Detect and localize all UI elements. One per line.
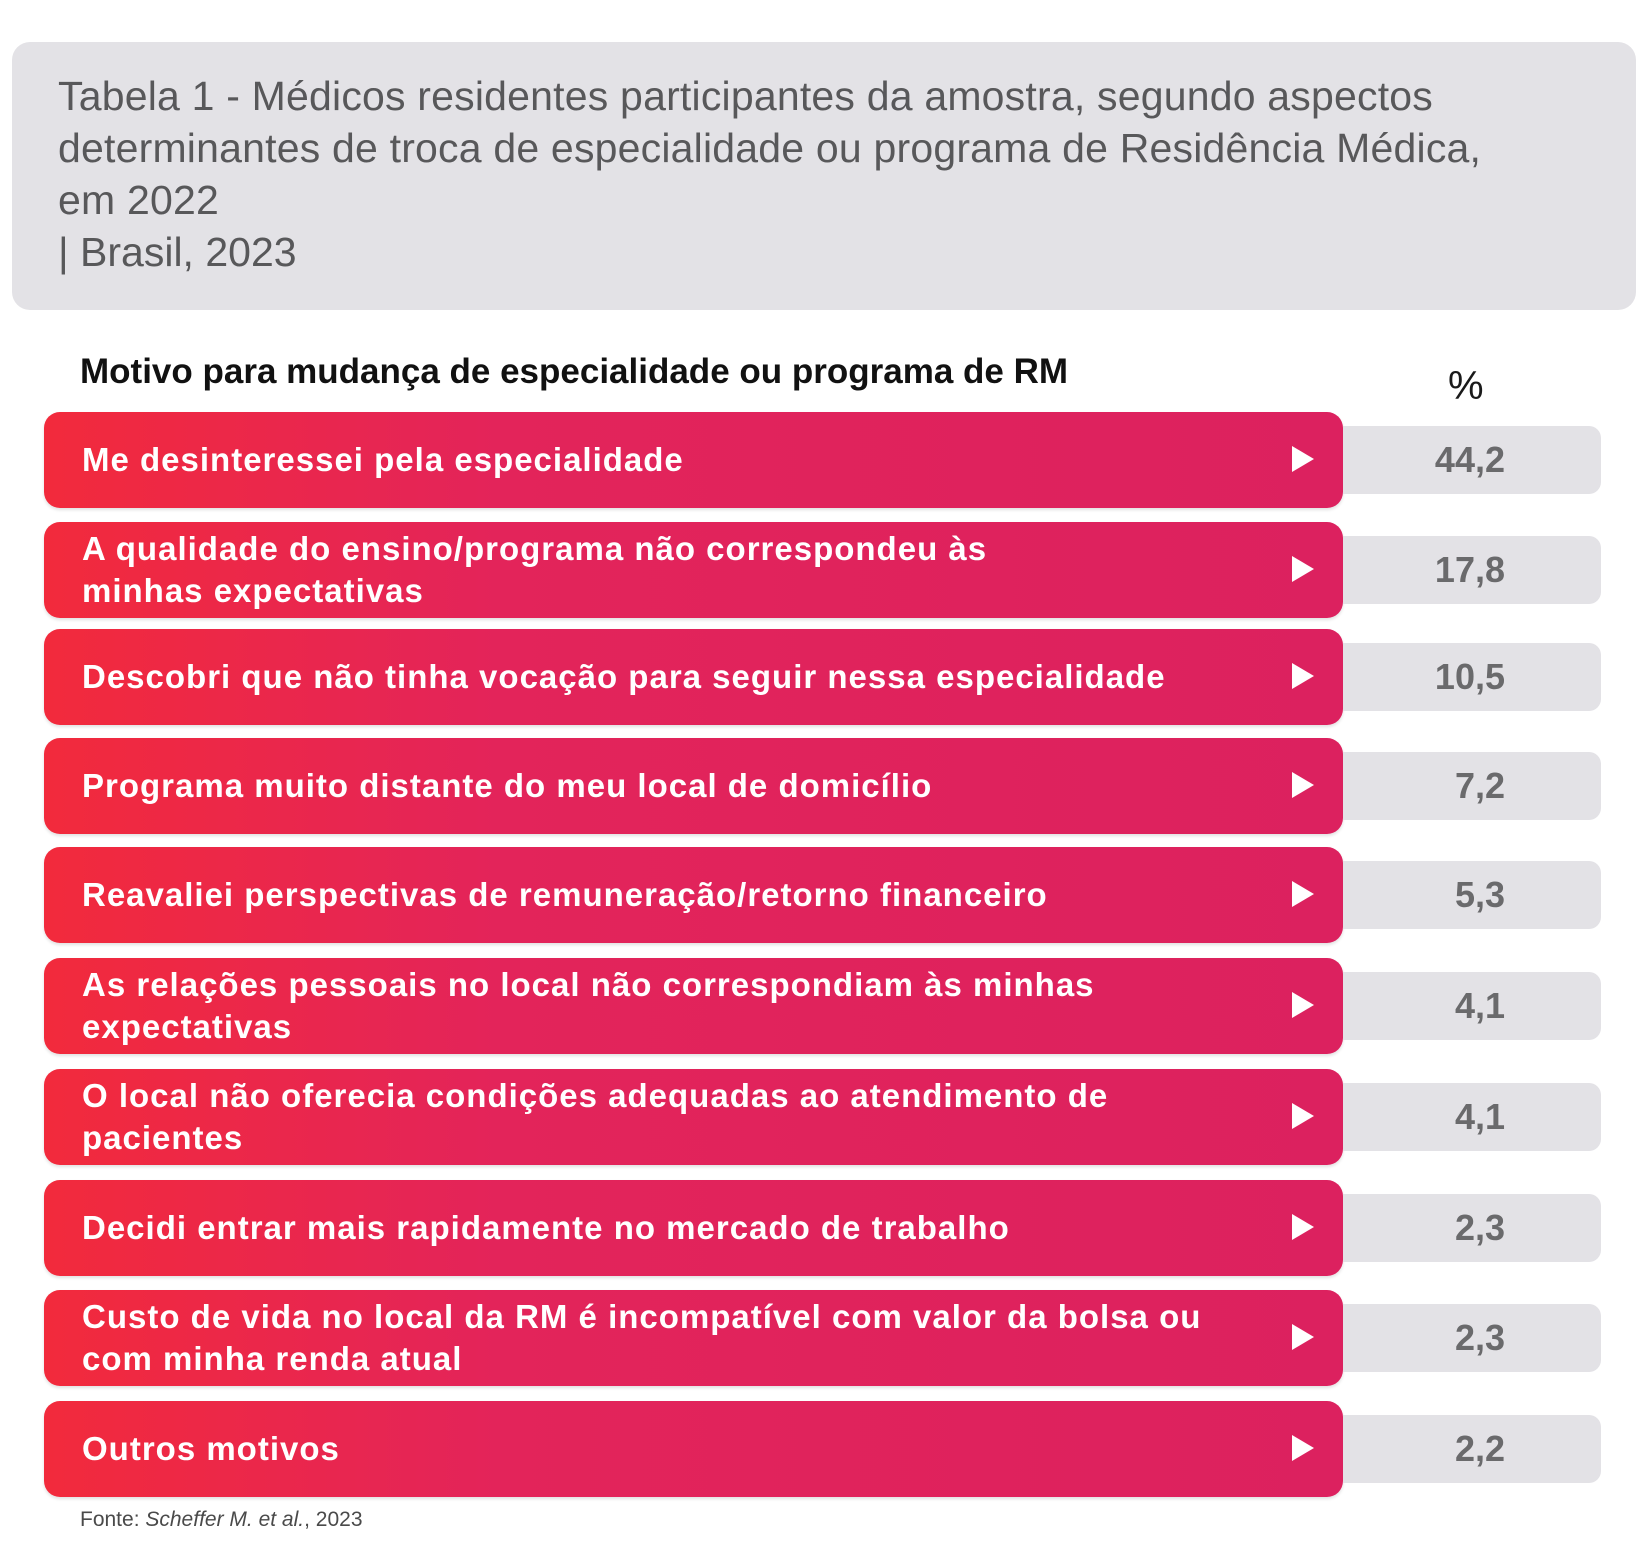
play-arrow-icon <box>1292 663 1314 689</box>
percent-value: 2,3 <box>1343 1194 1601 1262</box>
play-arrow-icon <box>1292 881 1314 907</box>
table-row: Custo de vida no local da RM é incompatí… <box>0 1290 1646 1388</box>
percent-value: 2,2 <box>1343 1415 1601 1483</box>
percent-value: 2,3 <box>1343 1304 1601 1372</box>
percent-value: 10,5 <box>1343 643 1601 711</box>
play-arrow-icon <box>1292 1435 1314 1461</box>
reason-label: Reavaliei perspectivas de remuneração/re… <box>82 876 1048 913</box>
play-arrow-icon <box>1292 992 1314 1018</box>
table-row: Reavaliei perspectivas de remuneração/re… <box>0 847 1646 945</box>
reason-label: Custo de vida no local da RM é incompatí… <box>82 1298 1202 1377</box>
reason-label: Outros motivos <box>82 1430 340 1467</box>
source-prefix: Fonte: <box>80 1508 146 1531</box>
reason-bar: Me desinteressei pela especialidade <box>44 412 1343 508</box>
column-header-percent: % <box>1448 364 1484 408</box>
play-arrow-icon <box>1292 1103 1314 1129</box>
reason-bar: Outros motivos <box>44 1401 1343 1497</box>
reason-label: A qualidade do ensino/programa não corre… <box>82 530 988 609</box>
play-arrow-icon <box>1292 446 1314 472</box>
reason-bar: Decidi entrar mais rapidamente no mercad… <box>44 1180 1343 1276</box>
play-arrow-icon <box>1292 772 1314 798</box>
table-subtitle: | Brasil, 2023 <box>58 229 297 275</box>
percent-value: 7,2 <box>1343 752 1601 820</box>
percent-value: 4,1 <box>1343 1083 1601 1151</box>
column-header-reason: Motivo para mudança de especialidade ou … <box>80 352 1069 391</box>
reason-bar: O local não oferecia condições adequadas… <box>44 1069 1343 1165</box>
source-note: Fonte: Scheffer M. et al., 2023 <box>80 1508 363 1532</box>
percent-value: 4,1 <box>1343 972 1601 1040</box>
reason-label: Descobri que não tinha vocação para segu… <box>82 658 1166 695</box>
reason-bar: As relações pessoais no local não corres… <box>44 958 1343 1054</box>
reason-label: As relações pessoais no local não corres… <box>82 966 1095 1045</box>
table-row: Me desinteressei pela especialidade 44,2 <box>0 412 1646 510</box>
table-row: Programa muito distante do meu local de … <box>0 738 1646 836</box>
table-row: Descobri que não tinha vocação para segu… <box>0 629 1646 727</box>
reason-label: Decidi entrar mais rapidamente no mercad… <box>82 1209 1010 1246</box>
table-row: Decidi entrar mais rapidamente no mercad… <box>0 1180 1646 1278</box>
play-arrow-icon <box>1292 1324 1314 1350</box>
percent-value: 17,8 <box>1343 536 1601 604</box>
reason-label: Programa muito distante do meu local de … <box>82 767 933 804</box>
source-year: , 2023 <box>304 1508 363 1531</box>
reason-bar: Custo de vida no local da RM é incompatí… <box>44 1290 1343 1386</box>
play-arrow-icon <box>1292 556 1314 582</box>
source-author: Scheffer M. et al. <box>145 1508 305 1531</box>
reason-label: O local não oferecia condições adequadas… <box>82 1077 1109 1156</box>
table-row: As relações pessoais no local não corres… <box>0 958 1646 1056</box>
percent-value: 44,2 <box>1343 426 1601 494</box>
percent-value: 5,3 <box>1343 861 1601 929</box>
reason-bar: Descobri que não tinha vocação para segu… <box>44 629 1343 725</box>
table-row: O local não oferecia condições adequadas… <box>0 1069 1646 1167</box>
play-arrow-icon <box>1292 1214 1314 1240</box>
table-row: Outros motivos 2,2 <box>0 1401 1646 1499</box>
table-row: A qualidade do ensino/programa não corre… <box>0 522 1646 620</box>
reason-bar: Programa muito distante do meu local de … <box>44 738 1343 834</box>
reason-bar: A qualidade do ensino/programa não corre… <box>44 522 1343 618</box>
reason-bar: Reavaliei perspectivas de remuneração/re… <box>44 847 1343 943</box>
table-title: Tabela 1 - Médicos residentes participan… <box>58 73 1482 223</box>
reason-label: Me desinteressei pela especialidade <box>82 441 684 478</box>
table-title-panel: Tabela 1 - Médicos residentes participan… <box>12 42 1636 310</box>
